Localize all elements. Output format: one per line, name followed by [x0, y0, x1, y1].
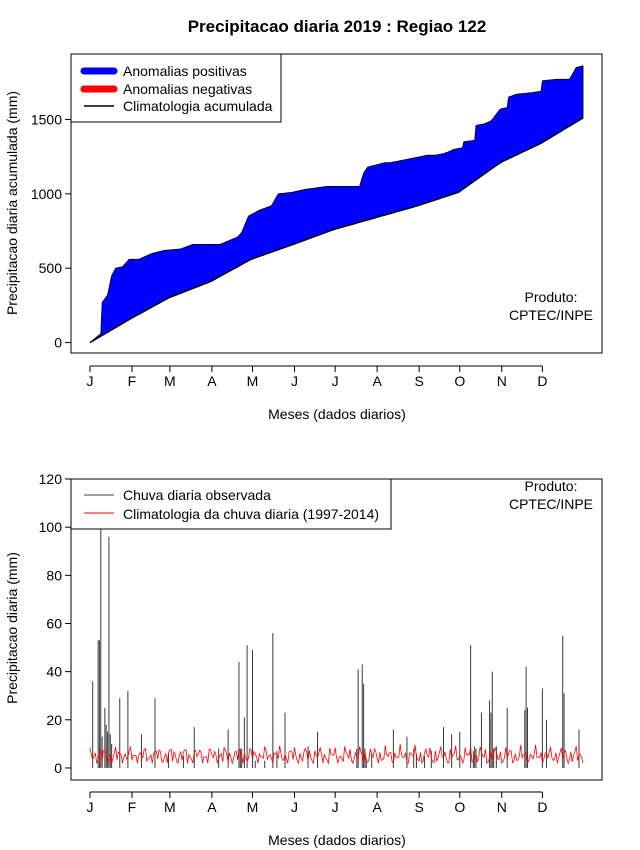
- top-credit-line1: Produto:: [525, 289, 578, 305]
- top-x-axis-label: Meses (dados diarios): [268, 406, 406, 422]
- bottom-y-axis: 0 20 40 60 80 100 120: [39, 471, 71, 776]
- top-x-tick-label: J: [332, 373, 339, 389]
- top-y-tick-label: 1000: [31, 186, 62, 202]
- top-x-tick-label: F: [128, 373, 137, 389]
- top-x-tick-label: A: [207, 373, 217, 389]
- top-y-tick-label: 1500: [31, 111, 62, 127]
- bottom-x-tick-label: A: [207, 799, 217, 815]
- bottom-legend-box: [70, 478, 392, 530]
- top-y-axis: 0 500 1000 1500: [31, 111, 71, 351]
- daily-chart: 0 20 40 60 80 100 120 J F M A M J J A S O N D Precipitaca…: [4, 471, 603, 848]
- bottom-y-tick-label: 80: [46, 567, 62, 583]
- daily-bars: [92, 529, 580, 768]
- bottom-x-tick-label: F: [128, 799, 137, 815]
- legend-label-clim-daily: Climatologia da chuva diaria (1997-2014): [123, 506, 379, 522]
- cumulative-line-layer: [89, 117, 584, 344]
- top-x-tick-label: O: [454, 373, 465, 389]
- bottom-x-axis-label: Meses (dados diarios): [268, 832, 406, 848]
- bottom-x-tick-label: J: [86, 799, 93, 815]
- legend-label-climatology: Climatologia acumulada: [123, 98, 273, 114]
- top-x-tick-label: D: [537, 373, 547, 389]
- top-y-tick-label: 500: [39, 260, 63, 276]
- bottom-y-tick-label: 120: [39, 471, 63, 487]
- daily-climatology-line: [89, 743, 584, 765]
- bottom-y-axis-label: Precipitacao diaria (mm): [4, 552, 20, 704]
- bottom-y-tick-label: 40: [46, 664, 62, 680]
- bottom-x-tick-label: M: [164, 799, 176, 815]
- bottom-x-tick-label: J: [332, 799, 339, 815]
- bottom-x-tick-label: M: [247, 799, 259, 815]
- bottom-y-tick-label: 60: [46, 615, 62, 631]
- legend-label-observed: Chuva diaria observada: [123, 487, 271, 503]
- bottom-x-tick-label: S: [414, 799, 423, 815]
- top-x-tick-label: M: [164, 373, 176, 389]
- bottom-y-tick-label: 0: [54, 760, 62, 776]
- bottom-y-tick-label: 20: [46, 712, 62, 728]
- daily-climatology-layer: [89, 743, 584, 765]
- top-plot-frame: [70, 53, 603, 354]
- bottom-x-tick-label: O: [454, 799, 465, 815]
- bottom-y-tick-label: 100: [39, 519, 63, 535]
- climatology-cumulative-line: [89, 117, 584, 344]
- bottom-legend: Chuva diaria observada Climatologia da c…: [70, 478, 392, 530]
- legend-label-negative: Anomalias negativas: [123, 81, 252, 97]
- cumulative-chart: 0 500 1000 1500 J F M A M J J A S O N D Precipitacao d…: [4, 53, 603, 422]
- top-x-tick-label: J: [291, 373, 298, 389]
- bottom-x-tick-label: J: [291, 799, 298, 815]
- top-y-axis-label: Precipitacao diaria acumulada (mm): [4, 91, 20, 315]
- legend-label-positive: Anomalias positivas: [123, 63, 247, 79]
- top-y-tick-label: 0: [54, 335, 62, 351]
- bottom-credit-line1: Produto:: [525, 478, 578, 494]
- figure-title: Precipitacao diaria 2019 : Regiao 122: [188, 17, 487, 36]
- top-x-tick-label: N: [497, 373, 507, 389]
- top-credit-line2: CPTEC/INPE: [509, 307, 593, 323]
- bottom-x-tick-label: N: [497, 799, 507, 815]
- bottom-x-tick-label: D: [537, 799, 547, 815]
- top-x-tick-label: S: [414, 373, 423, 389]
- top-x-tick-label: A: [372, 373, 382, 389]
- bottom-x-tick-label: A: [372, 799, 382, 815]
- bottom-credit-line2: CPTEC/INPE: [509, 496, 593, 512]
- top-legend: Anomalias positivas Anomalias negativas …: [70, 53, 282, 123]
- top-x-tick-label: M: [247, 373, 259, 389]
- top-x-tick-label: J: [86, 373, 93, 389]
